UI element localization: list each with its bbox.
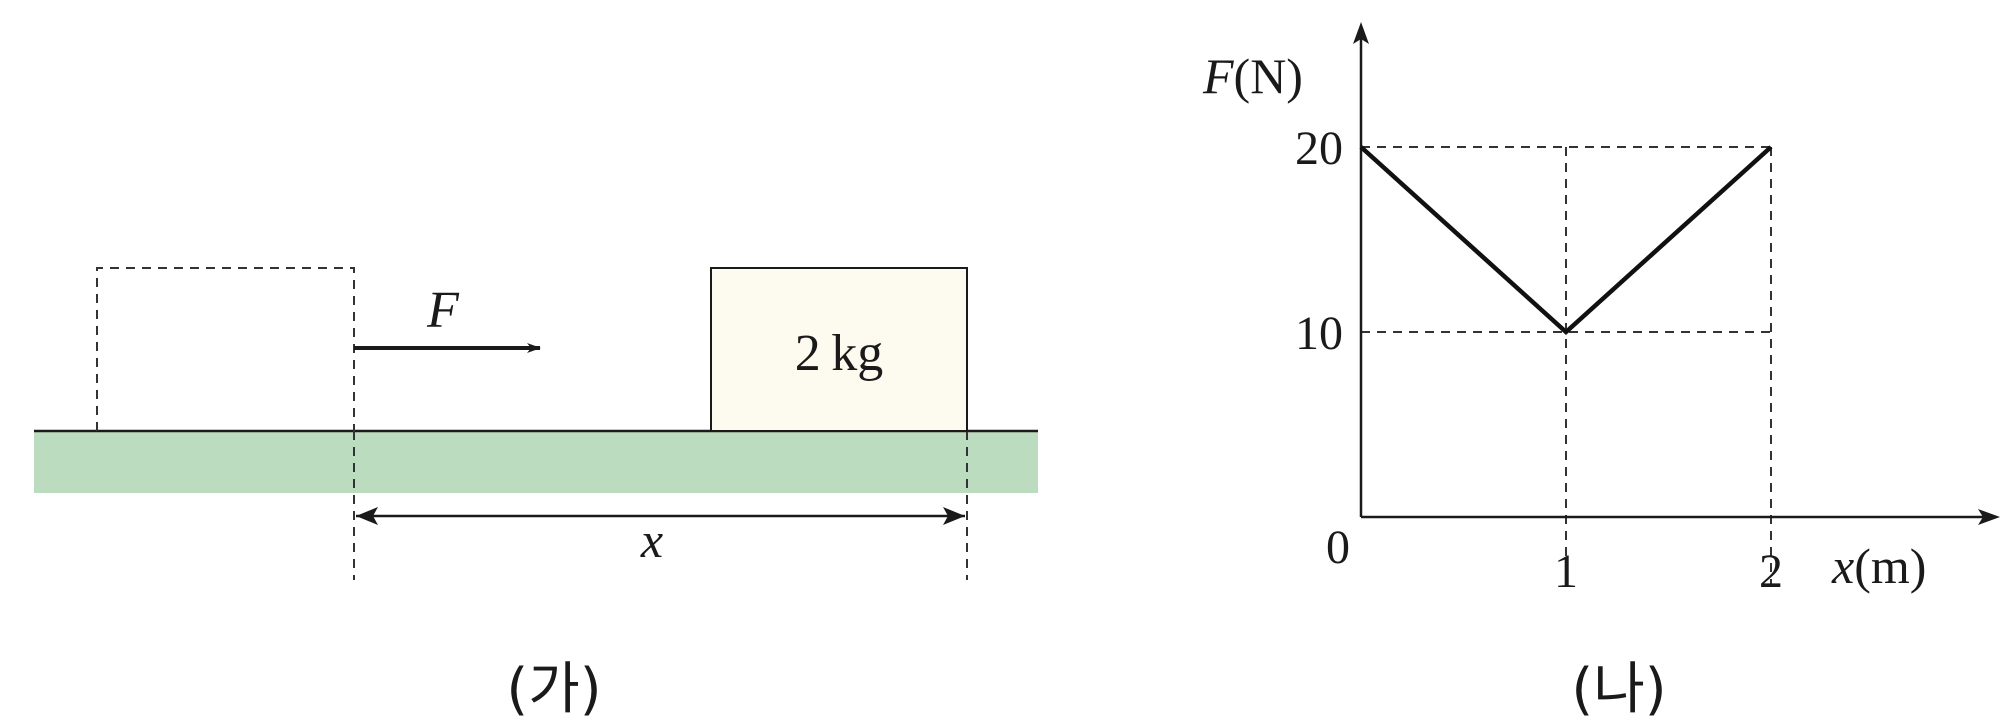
force-label: F: [426, 282, 460, 339]
origin-label: 0: [1326, 521, 1350, 574]
displacement-arrowhead-left: [356, 507, 378, 525]
guide-lines: [1361, 146, 1772, 587]
panel-b: 20 10 1 2 0 F(N) x(m) (나): [1202, 22, 2000, 722]
caption-ga: (가): [506, 657, 601, 722]
x-axis-symbol: x: [1831, 538, 1854, 594]
displacement-label: x: [640, 512, 663, 568]
y-axis-symbol: F: [1202, 48, 1234, 104]
x-axis-unit: (m): [1854, 538, 1926, 594]
x-tick-label-1: 1: [1554, 545, 1578, 598]
displacement-arrowhead-right: [943, 507, 965, 525]
ground-strip: [34, 431, 1038, 493]
y-axis-unit: (N): [1234, 48, 1303, 104]
force-curve: [1359, 145, 1773, 336]
x-tick-label-2: 2: [1759, 545, 1783, 598]
initial-block-outline: [96, 267, 355, 431]
panel-a: 2 kg F x (가): [34, 267, 1038, 722]
y-tick-label-10: 10: [1295, 307, 1343, 360]
y-axis-label: F(N): [1202, 48, 1303, 104]
tick-labels: 20 10 1 2: [1295, 122, 1783, 598]
block: [710, 267, 968, 432]
y-axis-arrowhead: [1353, 22, 1369, 44]
caption-na: (나): [1571, 657, 1666, 722]
x-axis-arrowhead: [1978, 509, 2000, 525]
block-mass-label: 2 kg: [795, 325, 883, 382]
y-tick-label-20: 20: [1295, 122, 1343, 175]
x-axis-label: x(m): [1831, 538, 1926, 594]
